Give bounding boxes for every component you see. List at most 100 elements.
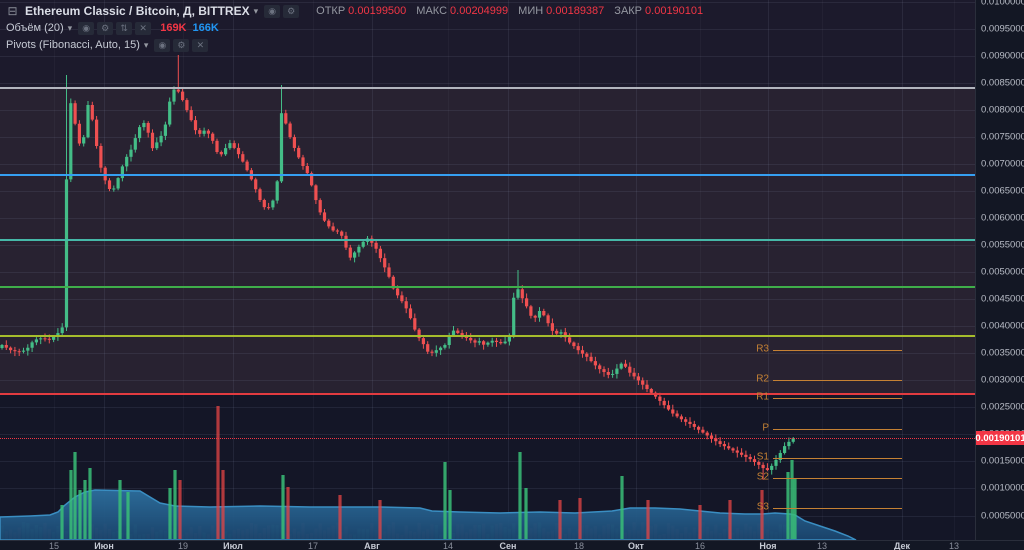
price-volume-plot <box>0 55 857 540</box>
pivot-line-r2[interactable] <box>773 380 902 381</box>
blue-line[interactable] <box>0 174 975 176</box>
vertical-gridline <box>372 0 373 540</box>
vertical-gridline <box>508 0 509 540</box>
pivot-line-s2[interactable] <box>773 478 902 479</box>
time-axis-label: 14 <box>442 541 454 550</box>
time-axis-label: Авг <box>364 541 380 550</box>
volume-ma-value: 166K <box>192 22 219 34</box>
close-value: 0.00190101 <box>645 5 704 17</box>
pivot-line-p[interactable] <box>773 429 902 430</box>
close-label: ЗАКР <box>614 5 643 17</box>
eye-icon[interactable]: ◉ <box>264 4 281 18</box>
symbol-title[interactable]: Ethereum Classic / Bitcoin, Д, BITTREX <box>25 4 250 18</box>
vertical-gridline <box>104 0 105 540</box>
settings-icon[interactable]: ⚙ <box>97 21 114 35</box>
move-icon[interactable]: ⇅ <box>116 21 133 35</box>
horizontal-gridline <box>0 380 975 382</box>
collapse-icon[interactable]: ⊟ <box>7 4 18 18</box>
volume-indicator-row: Объём (20) ▾ ◉ ⚙ ⇅ ✕ 169K 166K <box>6 20 703 36</box>
volume-current-value: 169K <box>160 22 187 34</box>
settings-icon[interactable]: ⚙ <box>173 38 190 52</box>
eye-icon[interactable]: ◉ <box>78 21 95 35</box>
horizontal-gridline <box>0 326 975 328</box>
horizontal-gridline <box>0 245 975 247</box>
time-axis-label: 17 <box>307 541 319 550</box>
time-axis-label: Июл <box>223 541 243 550</box>
horizontal-gridline <box>0 137 975 139</box>
pivot-line-s1[interactable] <box>773 458 902 459</box>
vertical-gridline <box>822 0 823 540</box>
open-label: ОТКР <box>316 5 346 17</box>
pivots-indicator-label[interactable]: Pivots (Fibonacci, Auto, 15) <box>6 39 140 51</box>
horizontal-gridline <box>0 353 975 355</box>
pivot-line-r3[interactable] <box>773 350 902 351</box>
red-line[interactable] <box>0 393 975 395</box>
close-icon[interactable]: ✕ <box>135 21 152 35</box>
time-axis-label: Ноя <box>759 541 777 550</box>
chevron-down-icon[interactable]: ▾ <box>253 5 259 16</box>
eye-icon[interactable]: ◉ <box>154 38 171 52</box>
symbol-row: ⊟ Ethereum Classic / Bitcoin, Д, BITTREX… <box>6 3 703 19</box>
vertical-gridline <box>636 0 637 540</box>
time-axis-label: Июн <box>94 541 114 550</box>
horizontal-gridline <box>0 28 975 30</box>
yellow-line[interactable] <box>0 334 975 338</box>
pivot-label-s3: S3 <box>756 501 769 513</box>
horizontal-gridline <box>0 83 975 85</box>
horizontal-gridline <box>0 461 975 463</box>
open-value: 0.00199500 <box>348 5 407 17</box>
time-axis-label: 13 <box>948 541 960 550</box>
vertical-gridline <box>183 0 184 540</box>
vertical-gridline <box>313 0 314 540</box>
horizontal-gridline <box>0 110 975 112</box>
low-value: 0.00189387 <box>546 5 605 17</box>
time-axis[interactable]: 15 Июн 19 Июл 17 Авг 14 Сен 18 Окт 16 Ноя 13 Дек 13 <box>0 540 1024 550</box>
close-icon[interactable]: ✕ <box>192 38 209 52</box>
vertical-gridline <box>579 0 580 540</box>
chevron-down-icon[interactable]: ▾ <box>67 22 73 33</box>
vertical-gridline <box>233 0 234 540</box>
ohlc-values: ОТКР 0.00199500 МАКС 0.00204999 МИН 0.00189… <box>316 5 703 17</box>
pivot-line-r1[interactable] <box>773 398 902 399</box>
horizontal-gridline <box>0 407 975 409</box>
price-axis-label: 0.01000000 <box>981 0 1024 8</box>
time-axis-label: Дек <box>893 541 911 550</box>
low-label: МИН <box>518 5 544 17</box>
last-price-dotted-line <box>0 438 975 439</box>
vertical-gridline <box>700 0 701 540</box>
green-line[interactable] <box>0 285 975 289</box>
chevron-down-icon[interactable]: ▾ <box>143 39 149 50</box>
vertical-gridline <box>54 0 55 540</box>
settings-icon[interactable]: ⚙ <box>283 4 300 18</box>
horizontal-gridline <box>0 488 975 490</box>
horizontal-gridline <box>0 1 975 3</box>
pivot-label-r3: R3 <box>756 343 769 355</box>
high-value: 0.00204999 <box>450 5 509 17</box>
pivot-label-r1: R1 <box>756 391 769 403</box>
teal-line[interactable] <box>0 239 975 241</box>
last-price-badge: 0.00190101 <box>975 431 1024 445</box>
high-label: МАКС <box>416 5 448 17</box>
chart-canvas[interactable]: R3 R2 R1 P S1 S2 S3 ⊟ Ethereum Classic / Bitco… <box>0 0 975 540</box>
volume-indicator-label[interactable]: Объём (20) <box>6 22 64 34</box>
pivot-label-s1: S1 <box>756 451 769 463</box>
gray-line[interactable] <box>0 87 975 89</box>
pivot-label-s2: S2 <box>756 471 769 483</box>
pivot-line-s3[interactable] <box>773 508 902 509</box>
horizontal-gridline <box>0 218 975 220</box>
